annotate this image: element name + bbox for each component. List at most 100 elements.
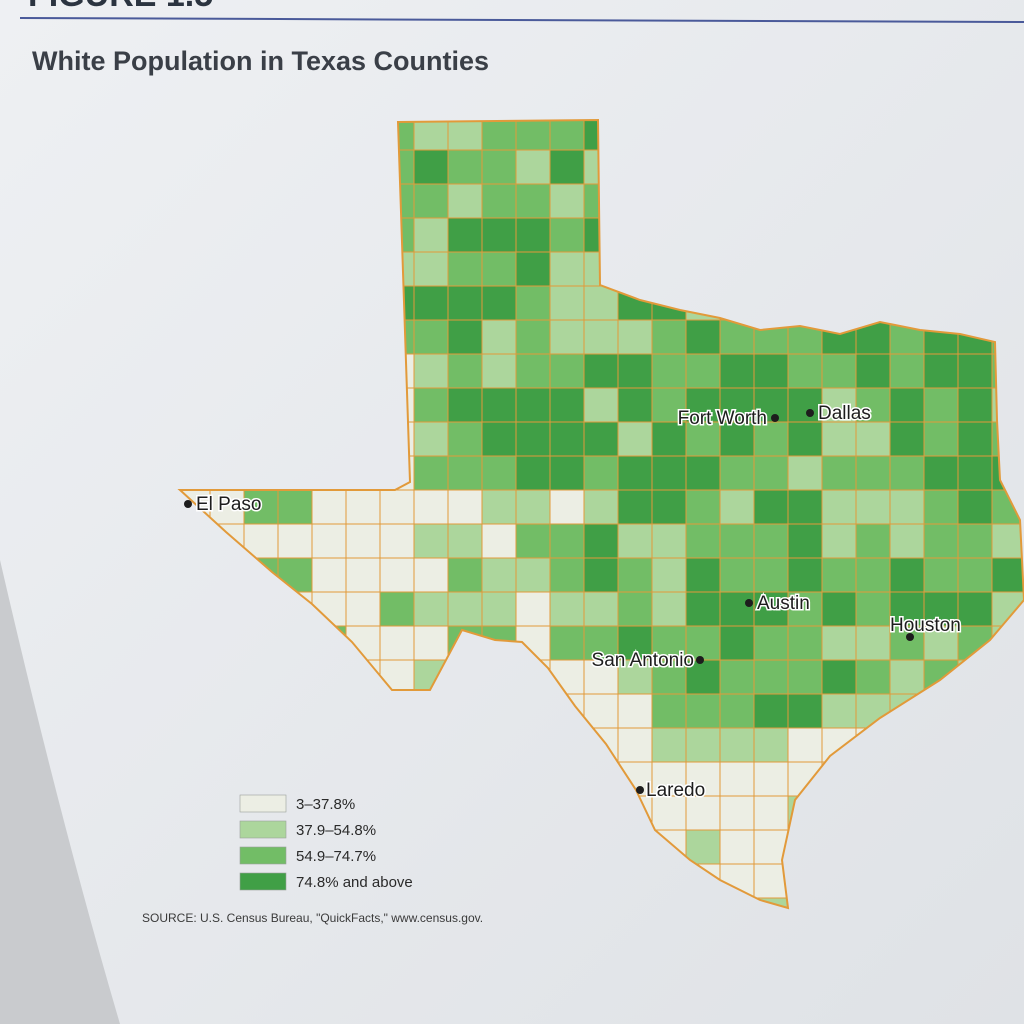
county: [515, 285, 551, 321]
county: [549, 523, 585, 559]
county: [515, 557, 551, 593]
county: [719, 557, 755, 593]
city-dot: [906, 633, 914, 641]
title: White Population in Texas Counties: [32, 46, 489, 76]
county: [447, 149, 483, 185]
county: [379, 523, 415, 559]
county: [515, 217, 551, 253]
city-label: San Antonio: [592, 650, 694, 671]
county: [889, 591, 925, 627]
county: [583, 455, 619, 491]
county: [889, 421, 925, 457]
county: [651, 693, 687, 729]
county: [787, 557, 823, 593]
county: [617, 693, 653, 729]
county: [889, 387, 925, 423]
county: [651, 353, 687, 389]
county: [549, 455, 585, 491]
county: [651, 727, 687, 763]
city-dot: [696, 656, 704, 664]
county: [787, 625, 823, 661]
county: [889, 489, 925, 525]
city-layer: El Paso Fort Worth Dallas Austin Houston San …: [184, 402, 962, 803]
county: [549, 387, 585, 423]
legend-swatch: [239, 846, 287, 865]
county: [583, 285, 619, 321]
county: [719, 693, 755, 729]
county: [719, 761, 755, 797]
county: [753, 421, 789, 457]
county: [957, 387, 993, 423]
county: [583, 557, 619, 593]
county: [447, 353, 483, 389]
county: [549, 591, 585, 627]
city-label: Houston: [890, 615, 961, 636]
county: [889, 353, 925, 389]
county: [447, 591, 483, 627]
county: [787, 353, 823, 389]
county: [787, 387, 823, 423]
county: [583, 353, 619, 389]
county: [957, 557, 993, 593]
county: [957, 523, 993, 559]
county: [719, 387, 755, 423]
county: [821, 591, 857, 627]
county: [991, 523, 1024, 559]
county: [515, 591, 551, 627]
county: [515, 455, 551, 491]
county: [923, 557, 959, 593]
county: [719, 659, 755, 695]
county: [413, 591, 449, 627]
county: [549, 251, 585, 287]
county: [549, 319, 585, 355]
county: [617, 659, 653, 695]
county: [583, 319, 619, 355]
county: [447, 120, 483, 151]
county: [753, 455, 789, 491]
legend-label: 54.9–74.7%: [296, 848, 376, 865]
county: [855, 659, 891, 695]
county: [447, 421, 483, 457]
county: [447, 319, 483, 355]
county: [481, 149, 517, 185]
county: [515, 523, 551, 559]
county: [617, 591, 653, 627]
county: [583, 421, 619, 457]
county: [345, 489, 381, 525]
city-label: Austin: [757, 593, 810, 614]
county: [379, 557, 415, 593]
county: [651, 489, 687, 525]
county: [855, 387, 891, 423]
county: [549, 625, 585, 661]
county: [481, 421, 517, 457]
county: [685, 659, 721, 695]
county: [481, 455, 517, 491]
county: [481, 523, 517, 559]
county: [549, 557, 585, 593]
county: [821, 455, 857, 491]
county: [515, 489, 551, 525]
county: [821, 421, 857, 457]
county: [889, 523, 925, 559]
county: [719, 829, 755, 865]
figure-label: FIGURE 1.5: [28, 0, 213, 14]
county: [379, 489, 415, 525]
legend-swatch: [239, 820, 287, 839]
county: [923, 625, 959, 661]
county: [753, 727, 789, 763]
county: [447, 285, 483, 321]
county: [719, 727, 755, 763]
city-dot: [184, 500, 192, 508]
county: [651, 557, 687, 593]
county: [753, 353, 789, 389]
county: [923, 353, 959, 389]
county: [617, 727, 653, 763]
county: [345, 523, 381, 559]
county: [719, 353, 755, 389]
county: [719, 455, 755, 491]
county: [821, 625, 857, 661]
county: [685, 727, 721, 763]
county: [821, 523, 857, 559]
county: [651, 455, 687, 491]
